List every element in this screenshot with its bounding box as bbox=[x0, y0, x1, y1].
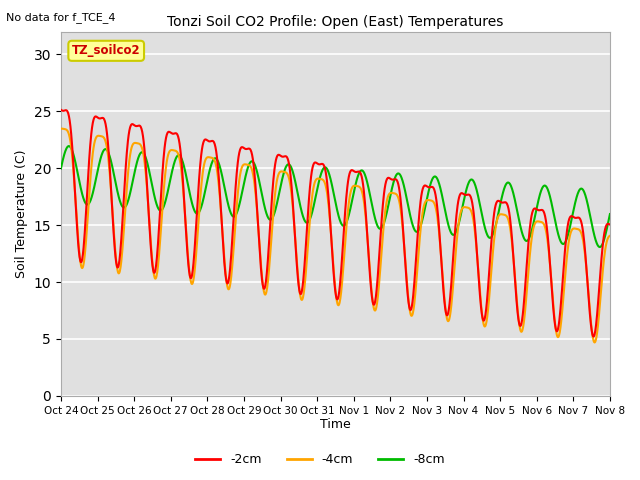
Legend: -2cm, -4cm, -8cm: -2cm, -4cm, -8cm bbox=[190, 448, 450, 471]
X-axis label: Time: Time bbox=[320, 419, 351, 432]
Text: No data for f_TCE_4: No data for f_TCE_4 bbox=[6, 12, 116, 23]
Y-axis label: Soil Temperature (C): Soil Temperature (C) bbox=[15, 149, 28, 278]
Text: TZ_soilco2: TZ_soilco2 bbox=[72, 44, 141, 57]
Title: Tonzi Soil CO2 Profile: Open (East) Temperatures: Tonzi Soil CO2 Profile: Open (East) Temp… bbox=[167, 15, 504, 29]
